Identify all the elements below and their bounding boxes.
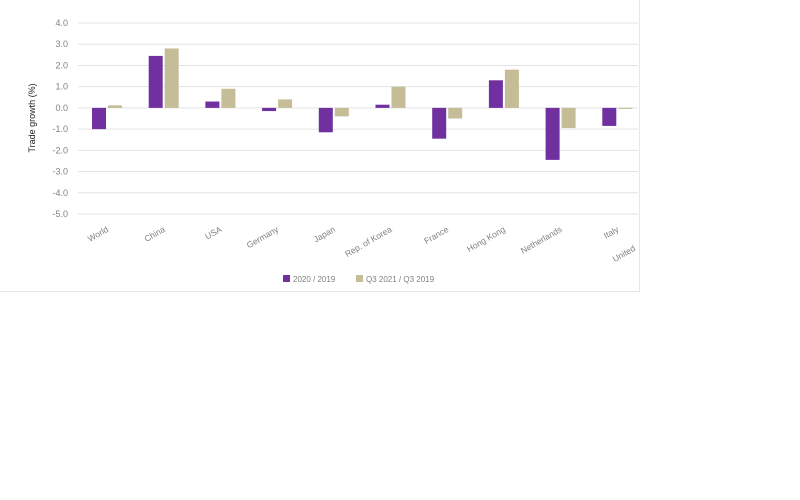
legend-swatch bbox=[356, 275, 363, 282]
bar-series2-usa bbox=[221, 88, 236, 108]
y-tick-label: -4.0 bbox=[52, 188, 68, 198]
y-tick-label: -5.0 bbox=[52, 209, 68, 219]
x-tick-label: Italy bbox=[602, 224, 621, 241]
y-axis-ticks: 4.0 3.0 2.0 1.0 0.0 -1.0 -2.0 -3.0 -4.0 -5.0 bbox=[52, 18, 68, 219]
bar-series1-world bbox=[92, 107, 106, 130]
y-tick-label: -3.0 bbox=[52, 167, 68, 177]
y-tick-label: 0.0 bbox=[55, 103, 68, 113]
bar-series2-italy bbox=[618, 107, 633, 109]
bar-series1-usa bbox=[205, 101, 220, 108]
bar-series1-japan bbox=[318, 107, 333, 133]
bar-series2-china bbox=[164, 48, 179, 108]
bars bbox=[92, 48, 633, 160]
legend-label: 2020 / 2019 bbox=[293, 275, 336, 284]
bar-series2-rep-of-korea bbox=[391, 86, 406, 108]
x-tick-label: USA bbox=[203, 224, 223, 242]
legend-swatch bbox=[283, 275, 290, 282]
y-tick-label: -2.0 bbox=[52, 145, 68, 155]
legend-label: Q3 2021 / Q3 2019 bbox=[366, 275, 435, 284]
bar-series2-hong-kong bbox=[504, 69, 519, 108]
y-tick-label: 4.0 bbox=[55, 18, 68, 28]
bar-series1-france bbox=[432, 107, 447, 139]
y-tick-label: 3.0 bbox=[55, 39, 68, 49]
x-tick-label: Japan bbox=[312, 224, 337, 244]
bar-series1-germany bbox=[262, 107, 277, 112]
y-tick-label: 2.0 bbox=[55, 60, 68, 70]
x-tick-label: Netherlands bbox=[519, 224, 564, 256]
bar-series2-world bbox=[108, 105, 122, 108]
bar-series1-rep-of-korea bbox=[375, 104, 390, 108]
bar-series2-japan bbox=[334, 107, 349, 117]
bar-series2-germany bbox=[278, 99, 293, 108]
legend: 2020 / 2019 Q3 2021 / Q3 2019 bbox=[283, 275, 435, 284]
y-axis-title: Trade growth (%) bbox=[27, 83, 37, 152]
bar-series1-china bbox=[148, 55, 163, 108]
x-tick-label: France bbox=[422, 224, 450, 246]
x-tick-label: World bbox=[86, 224, 110, 244]
bar-series1-italy bbox=[602, 107, 617, 126]
x-axis-labels: World China USA Germany Japan Rep. of Korea Fr… bbox=[86, 224, 637, 264]
bar-series2-netherlands bbox=[561, 107, 576, 129]
bar-chart: 4.0 3.0 2.0 1.0 0.0 -1.0 -2.0 -3.0 -4.0 -5.0 Worl… bbox=[27, 18, 638, 284]
bar-series1-hong-kong bbox=[488, 80, 503, 108]
bar-series2-france bbox=[448, 107, 463, 119]
chart-frame: 4.0 3.0 2.0 1.0 0.0 -1.0 -2.0 -3.0 -4.0 -5.0 Worl… bbox=[0, 0, 640, 292]
bar-series1-netherlands bbox=[545, 107, 560, 160]
x-tick-label: Hong Kong bbox=[465, 224, 507, 254]
x-tick-label: United bbox=[611, 243, 638, 264]
y-tick-label: -1.0 bbox=[52, 124, 68, 134]
x-tick-label: China bbox=[142, 224, 166, 244]
x-tick-label: Rep. of Korea bbox=[343, 224, 394, 259]
y-tick-label: 1.0 bbox=[55, 82, 68, 92]
x-tick-label: Germany bbox=[245, 224, 281, 251]
